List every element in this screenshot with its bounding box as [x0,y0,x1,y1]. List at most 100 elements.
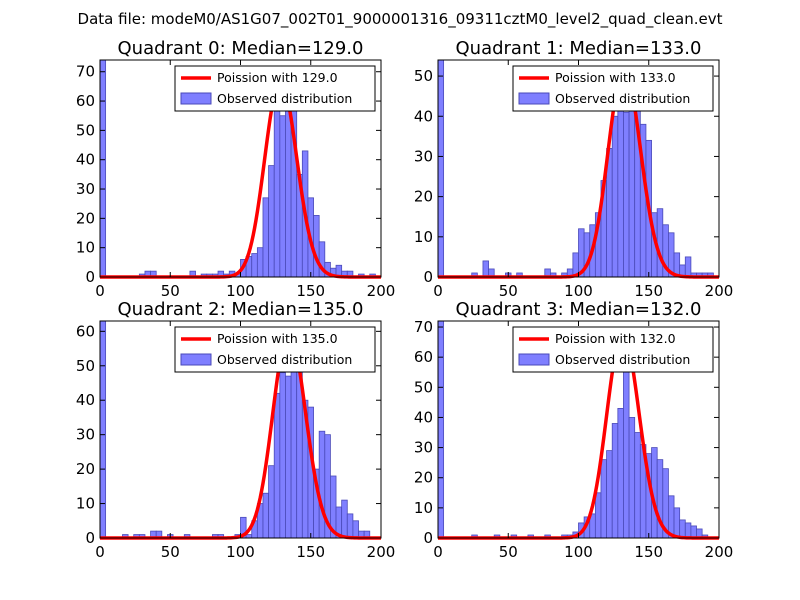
x-tick-label: 100 [564,543,593,561]
y-tick-label: 70 [76,63,95,81]
x-tick-label: 0 [433,282,443,300]
x-tick-label: 100 [564,282,593,300]
y-tick-label: 10 [76,239,95,257]
histogram-bar [256,247,264,278]
x-tick-label: 200 [367,282,396,300]
y-tick-label: 40 [76,151,95,169]
x-tick-label: 150 [296,543,325,561]
panel-title: Quadrant 0: Median=129.0 [118,38,364,59]
x-tick-label: 150 [634,282,663,300]
x-tick-label: 0 [95,282,105,300]
histogram-bar [273,392,281,539]
chart-panel-quadrant-1: Quadrant 1: Median=133.0 0 50 100 150 200 0 10… [414,38,733,300]
x-tick-label: 50 [499,543,518,561]
y-tick-label: 10 [76,495,95,513]
legend-label-poisson: Poission with 132.0 [555,331,676,346]
histogram-bar [262,492,270,539]
histogram-bar [268,165,275,278]
y-tick-label: 30 [76,180,95,198]
histogram-bar [623,111,630,278]
histogram-bar [318,430,326,539]
y-tick-label: 20 [76,460,95,478]
histogram-bar [285,375,292,539]
panel-title: Quadrant 1: Median=133.0 [456,38,702,59]
y-tick-label: 20 [76,209,95,227]
x-tick-label: 200 [705,282,734,300]
x-tick-label: 50 [499,282,518,300]
y-tick-label: 30 [76,426,95,444]
histogram-bar [684,522,692,539]
panel-title: Quadrant 2: Median=135.0 [118,299,364,320]
histogram-bar [285,100,292,278]
y-tick-label: 50 [76,121,95,139]
histogram-bar [628,417,636,539]
axis-ticks: 0 50 100 150 200 0 10 20 30 40 50 [414,60,733,300]
histogram-bar [611,115,619,278]
histogram-bar [673,507,681,539]
histogram-bar [690,525,697,539]
histogram-bar [99,59,107,278]
legend-label-poisson: Poission with 135.0 [217,331,338,346]
legend-label-observed: Observed distribution [555,352,690,367]
histogram-bar [279,372,286,539]
legend-bar-swatch [180,92,212,105]
y-tick-label: 0 [423,529,433,547]
x-tick-label: 100 [226,543,255,561]
legend-label-observed: Observed distribution [555,91,690,106]
y-tick-label: 0 [85,529,95,547]
y-tick-label: 20 [414,188,433,206]
x-tick-label: 0 [95,543,105,561]
y-tick-label: 50 [414,378,433,396]
legend-label-poisson: Poission with 133.0 [555,70,676,85]
legend-bar-swatch [518,353,550,366]
legend-label-observed: Observed distribution [217,352,352,367]
x-tick-label: 150 [634,543,663,561]
histogram-bar [617,407,624,539]
histogram-bar [279,115,286,278]
y-tick-label: 60 [76,322,95,340]
y-tick-label: 60 [414,348,433,366]
y-tick-label: 40 [76,391,95,409]
legend: Poission with 132.0 Observed distributio… [512,326,714,373]
chart-panel-quadrant-3: Quadrant 3: Median=132.0 0 50 100 150 200 0 10… [414,299,733,561]
histogram-bar [262,197,270,278]
histogram-bar [611,423,619,539]
y-tick-label: 30 [414,147,433,165]
axis-ticks: 0 50 100 150 200 0 10 20 30 40 50 60 70 [76,60,395,300]
histogram-bar [482,260,489,278]
histogram-bar [437,320,445,539]
legend: Poission with 133.0 Observed distributio… [512,65,714,112]
y-tick-label: 20 [414,469,433,487]
chart-panel-quadrant-0: Quadrant 0: Median=129.0 0 50 100 150 200 0 10… [76,38,395,300]
y-tick-label: 70 [414,318,433,336]
y-tick-label: 10 [414,499,433,517]
y-tick-label: 40 [414,408,433,426]
histogram-bar [679,519,686,539]
axis-ticks: 0 50 100 150 200 0 10 20 30 40 50 60 [76,321,395,561]
y-tick-label: 10 [414,228,433,246]
histogram-bar [346,513,354,539]
histogram-bar [684,256,692,278]
x-tick-label: 100 [226,282,255,300]
y-tick-label: 50 [76,357,95,375]
chart-panel-quadrant-2: Quadrant 2: Median=135.0 0 50 100 150 200 0 10… [76,299,395,561]
y-tick-label: 0 [85,268,95,286]
legend-label-observed: Observed distribution [217,91,352,106]
histogram-bar [594,492,602,539]
panel-title: Quadrant 3: Median=132.0 [456,299,702,320]
x-tick-label: 0 [433,543,443,561]
histogram-bar [437,59,445,278]
histogram-bar [656,208,664,278]
histogram-bar [352,520,359,539]
histogram-bar [617,83,624,278]
legend: Poission with 135.0 Observed distributio… [174,326,376,373]
histogram-bar [251,253,258,278]
x-tick-label: 50 [161,282,180,300]
histogram-bar [99,320,107,539]
histogram-bar [245,534,253,539]
histogram-bar [634,432,641,539]
y-tick-label: 0 [423,268,433,286]
legend-bar-swatch [180,353,212,366]
figure-title: Data file: modeM0/AS1G07_002T01_90000013… [78,10,723,29]
